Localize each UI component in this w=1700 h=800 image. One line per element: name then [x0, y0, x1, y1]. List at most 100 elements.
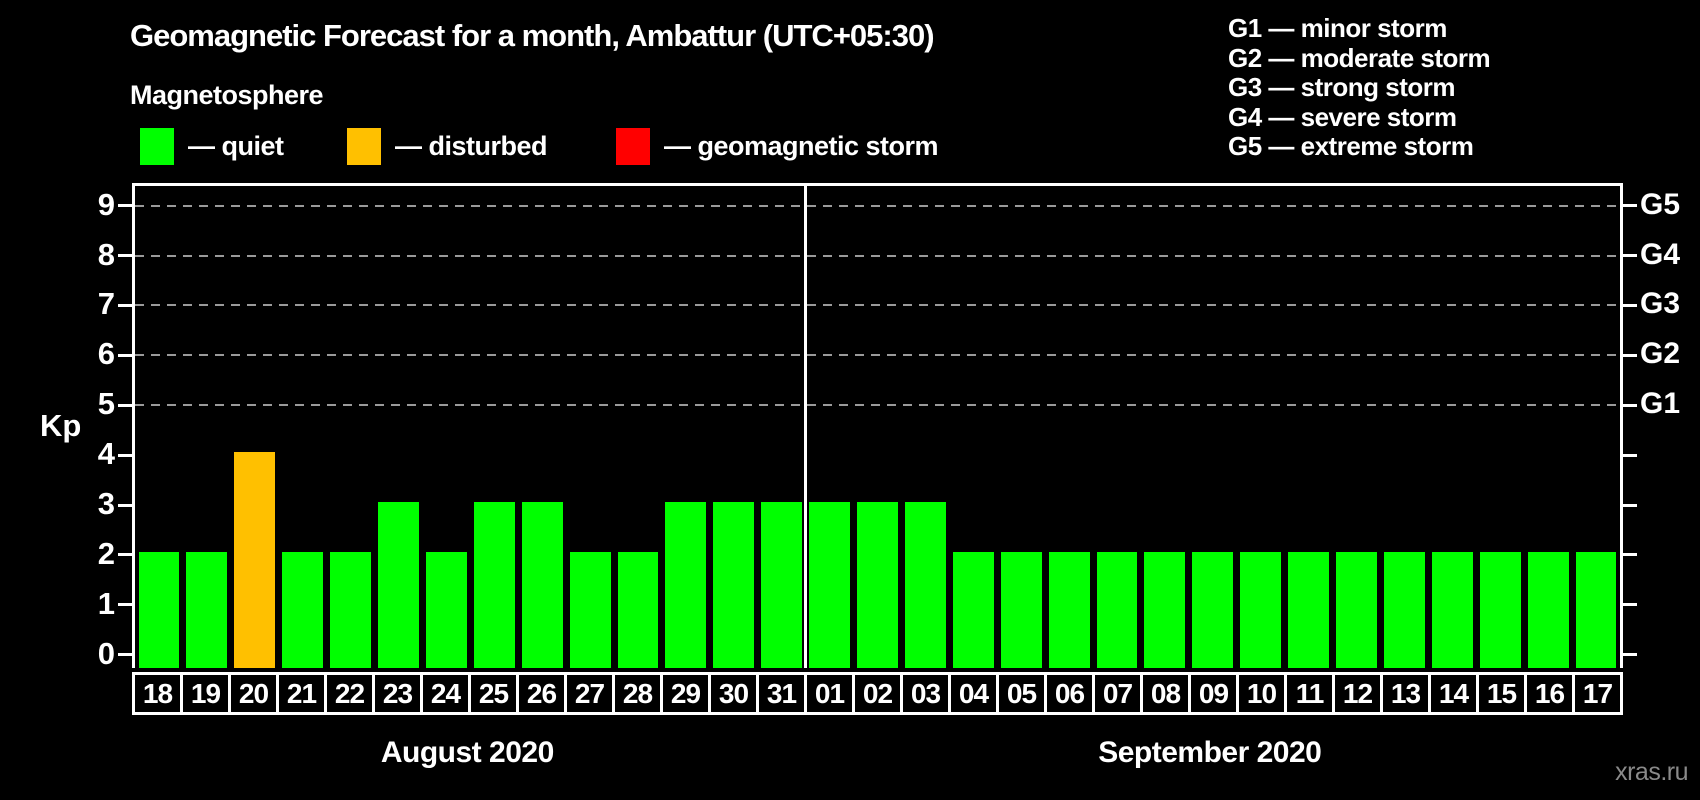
y-axis-tick-right-8: [1623, 254, 1637, 257]
kp-bar-19: [186, 551, 228, 668]
kp-bar-26: [521, 502, 563, 668]
g-axis-label-g1: G1: [1640, 387, 1681, 421]
y-axis-tick-right-1: [1623, 603, 1637, 607]
kp-bar-24: [425, 551, 467, 668]
kp-bar-08: [1144, 551, 1186, 668]
y-axis-tick-right-2: [1623, 553, 1637, 557]
date-cell-31: 31: [756, 672, 807, 715]
y-axis-tick-left-9: [118, 204, 132, 208]
date-cell-23: 23: [372, 672, 423, 715]
page-title: Geomagnetic Forecast for a month, Ambatt…: [130, 18, 935, 53]
y-axis-tick-right-9: [1623, 204, 1637, 208]
y-axis-tick-left-2: [118, 553, 132, 557]
kp-axis-label: Kp: [40, 408, 82, 443]
date-cell-16: 16: [1524, 672, 1575, 715]
storm-color-swatch: [616, 127, 650, 165]
gridline-kp8: [135, 254, 1620, 257]
g3-legend-line: G3 — strong storm: [1228, 72, 1455, 102]
y-tick-label-8: 8: [97, 236, 115, 272]
date-axis-row: 18 19 20 21 22 23 24 25 26 27 28 29 30 31 01 02 03 04 05 06…: [132, 672, 1623, 715]
y-axis-tick-right-7: [1623, 303, 1637, 307]
legend-label-quiet: — quiet: [188, 130, 284, 161]
g-scale-legend: G1 — minor storm G2 — moderate storm G3 …: [1228, 13, 1491, 162]
kp-bar-14: [1431, 551, 1473, 668]
y-axis-tick-left-8: [118, 254, 132, 257]
legend-item-storm: — geomagnetic storm: [616, 126, 939, 166]
y-axis-tick-left-5: [118, 403, 132, 407]
y-axis-tick-left-0: [118, 653, 132, 657]
date-cell-13: 13: [1380, 672, 1431, 715]
g-axis-label-g4: G4: [1640, 237, 1681, 271]
gridline-kp6: [135, 354, 1620, 357]
date-cell-30: 30: [708, 672, 759, 715]
date-cell-06: 06: [1044, 672, 1095, 715]
kp-bar-18: [138, 551, 180, 668]
magnetosphere-label: Magnetosphere: [130, 80, 324, 110]
y-tick-label-1: 1: [97, 585, 115, 621]
y-axis-tick-right-0: [1623, 653, 1637, 657]
y-tick-label-7: 7: [97, 286, 115, 322]
month-label-august: August 2020: [380, 736, 554, 769]
kp-bar-28: [617, 551, 659, 668]
kp-bar-02: [857, 502, 898, 668]
y-tick-label-5: 5: [97, 386, 115, 422]
kp-bar-01: [809, 502, 851, 668]
y-tick-label-9: 9: [97, 186, 115, 222]
y-axis-tick-right-3: [1623, 503, 1637, 507]
kp-bar-11: [1288, 551, 1330, 668]
date-cell-29: 29: [660, 672, 711, 715]
kp-bar-09: [1192, 551, 1234, 668]
kp-bar-16: [1527, 551, 1569, 668]
kp-bar-03: [904, 502, 946, 668]
date-cell-26: 26: [516, 672, 567, 715]
date-cell-17: 17: [1572, 672, 1623, 715]
kp-bar-15: [1479, 551, 1521, 668]
date-cell-04: 04: [948, 672, 999, 715]
month-label-september: September 2020: [1098, 736, 1322, 769]
date-cell-19: 19: [180, 672, 231, 715]
date-cell-20: 20: [228, 672, 279, 715]
date-cell-12: 12: [1332, 672, 1383, 715]
date-cell-14: 14: [1428, 672, 1479, 715]
date-cell-18: 18: [132, 672, 183, 715]
g-axis-label-g2: G2: [1640, 337, 1681, 371]
date-cell-11: 11: [1284, 672, 1335, 715]
kp-bar-23: [378, 502, 419, 668]
xras-watermark: xras.ru: [1615, 758, 1688, 786]
gridline-kp5: [135, 404, 1620, 407]
kp-bar-25: [473, 502, 515, 668]
date-cell-08: 08: [1140, 672, 1191, 715]
month-separator-line: [804, 186, 808, 668]
kp-bar-20: [234, 452, 276, 668]
g-axis-label-g3: G3: [1640, 287, 1681, 321]
y-tick-label-6: 6: [97, 336, 115, 372]
kp-bar-27: [569, 551, 611, 668]
y-tick-label-3: 3: [97, 486, 115, 521]
date-cell-03: 03: [900, 672, 951, 715]
kp-bar-29: [665, 502, 707, 668]
legend-item-disturbed: — disturbed: [347, 126, 548, 166]
g4-legend-line: G4 — severe storm: [1228, 101, 1457, 132]
date-cell-22: 22: [324, 672, 375, 715]
y-tick-label-0: 0: [97, 635, 115, 671]
kp-bar-31: [761, 502, 803, 668]
date-cell-01: 01: [804, 672, 855, 715]
y-axis-tick-left-1: [118, 603, 132, 607]
y-axis-tick-left-4: [118, 453, 132, 457]
date-cell-28: 28: [612, 672, 663, 715]
legend-label-storm: — geomagnetic storm: [664, 130, 939, 161]
date-cell-10: 10: [1236, 672, 1287, 715]
date-cell-25: 25: [468, 672, 519, 715]
y-tick-label-4: 4: [97, 436, 115, 472]
y-axis-tick-right-5: [1623, 403, 1637, 407]
date-cell-24: 24: [420, 672, 471, 715]
date-cell-09: 09: [1188, 672, 1239, 715]
y-axis-tick-right-4: [1623, 453, 1637, 457]
kp-bar-chart-plot-area: 0 1 2 3 4 5 6 7 8 9 G1 G2 G3 G4 G5: [98, 183, 1680, 671]
date-cell-02: 02: [852, 672, 903, 715]
y-axis-tick-right-6: [1623, 353, 1637, 357]
y-axis-tick-left-6: [118, 353, 132, 357]
y-axis-tick-left-3: [118, 503, 132, 507]
legend-label-disturbed: — disturbed: [395, 130, 548, 161]
